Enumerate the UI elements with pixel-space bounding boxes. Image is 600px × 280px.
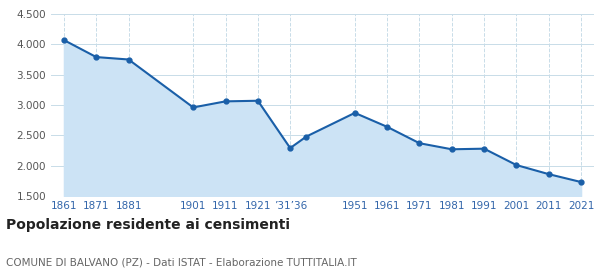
Text: COMUNE DI BALVANO (PZ) - Dati ISTAT - Elaborazione TUTTITALIA.IT: COMUNE DI BALVANO (PZ) - Dati ISTAT - El… [6,258,357,268]
Text: Popolazione residente ai censimenti: Popolazione residente ai censimenti [6,218,290,232]
